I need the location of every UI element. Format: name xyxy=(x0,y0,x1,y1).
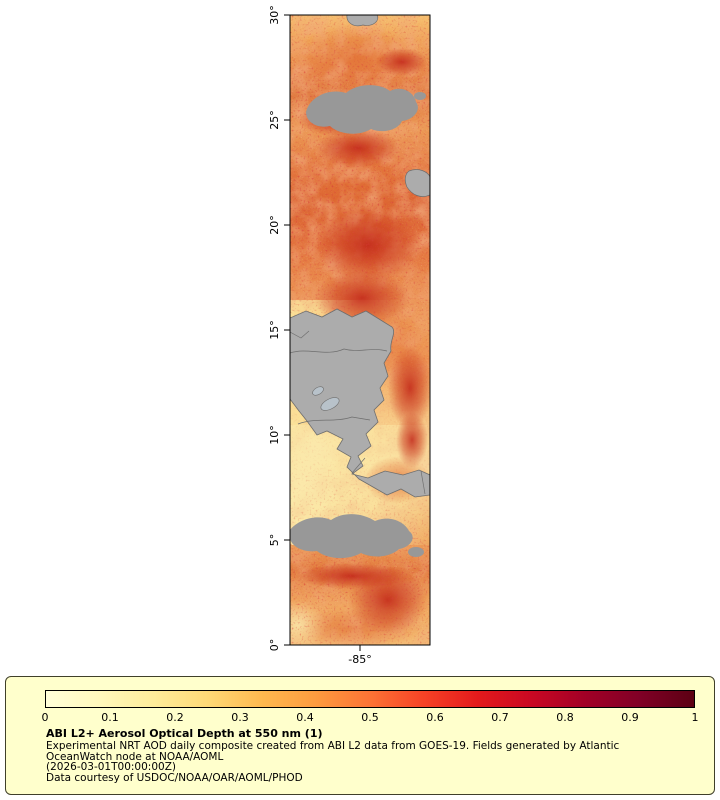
missing-data-region xyxy=(414,92,426,100)
land-region-central-america xyxy=(290,308,430,498)
colorbar-tick-label: 0.1 xyxy=(101,711,119,724)
legend-title: ABI L2+ Aerosol Optical Depth at 550 nm … xyxy=(46,727,323,740)
lat-tick-label: 30° xyxy=(268,5,281,25)
colorbar-tick-label: 0.3 xyxy=(231,711,249,724)
lon-axis: -85° xyxy=(348,645,372,666)
lake-managua xyxy=(312,386,324,396)
legend-line: Data courtesy of USDOC/NOAA/OAR/AOML/PHO… xyxy=(46,772,303,785)
colorbar-ticks: 0 0.1 0.2 0.3 0.4 0.5 0.6 0.7 0.8 0.9 1 xyxy=(41,711,699,724)
land-region xyxy=(404,169,430,197)
colorbar-tick-label: 0.6 xyxy=(426,711,444,724)
colorbar-tick-label: 0.8 xyxy=(556,711,574,724)
lat-tick-label: 10° xyxy=(268,425,281,445)
lat-tick-label: 0° xyxy=(268,639,281,652)
colorbar-tick-label: 0.7 xyxy=(491,711,509,724)
colorbar xyxy=(45,690,695,708)
missing-data-region xyxy=(408,547,424,557)
colorbar-tick-label: 0.9 xyxy=(621,711,639,724)
colorbar-tick-label: 0.5 xyxy=(361,711,379,724)
lat-tick-label: 15° xyxy=(268,320,281,340)
lat-tick-label: 5° xyxy=(268,534,281,547)
missing-data-region xyxy=(290,514,413,559)
legend-panel: 0 0.1 0.2 0.3 0.4 0.5 0.6 0.7 0.8 0.9 1 … xyxy=(5,676,715,795)
colorbar-tick-label: 0 xyxy=(41,711,49,724)
legend-line: Experimental NRT AOD daily composite cre… xyxy=(46,740,620,752)
land-and-clouds xyxy=(290,15,430,559)
aod-map: 30° 25° 20° 15° 10° 5° 0° -85° xyxy=(268,5,431,666)
colorbar-tick-label: 0.4 xyxy=(296,711,314,724)
lon-tick-label: -85° xyxy=(348,653,371,666)
legend-text-block: ABI L2+ Aerosol Optical Depth at 550 nm … xyxy=(46,727,619,784)
lat-tick-label: 20° xyxy=(268,215,281,235)
country-borders xyxy=(290,330,426,495)
legend-line: OceanWatch node at NOAA/AOML xyxy=(46,750,224,763)
lat-tick-label: 25° xyxy=(268,110,281,130)
legend-line: (2026-03-01T00:00:00Z) xyxy=(46,761,176,774)
colorbar-tick-label: 0.2 xyxy=(166,711,184,724)
land-region xyxy=(346,15,379,27)
missing-data-region xyxy=(306,85,418,134)
lake-nicaragua xyxy=(320,397,340,411)
lat-axis-labels: 30° 25° 20° 15° 10° 5° 0° xyxy=(268,5,281,651)
lat-axis-ticks xyxy=(284,14,290,646)
colorbar-tick-label: 1 xyxy=(691,711,699,724)
